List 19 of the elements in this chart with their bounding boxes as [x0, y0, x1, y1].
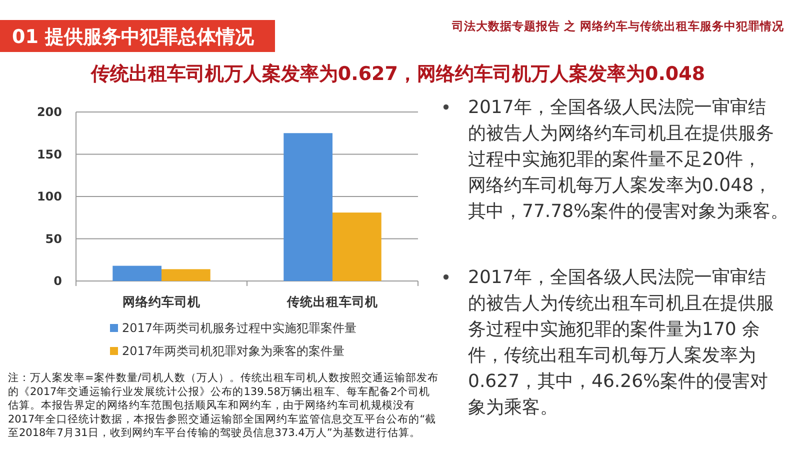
chart-title: 传统出租车司机万人案发率为0.627，网络约车司机万人案发率为0.048 [90, 63, 706, 85]
legend-label: 2017年两类司机服务过程中实施犯罪案件量 [122, 321, 357, 336]
y-tick-label: 150 [36, 147, 62, 162]
bar [332, 212, 382, 281]
y-tick-label: 100 [36, 190, 62, 204]
x-tick-label: 网络约车司机 [122, 294, 200, 309]
text: 01 提供服务中犯罪总体情况 [12, 26, 256, 48]
y-tick-label: 50 [45, 232, 62, 246]
text: 2017年，全国各级人民法院一审审结的被告人为网络约车司机且在提供服务过程中实施犯罪的案件量不足20件，网络约车司机每万人案发率为0.048，其中，77.78%案件的侵害对象为乘客。 [468, 97, 789, 222]
bar [162, 269, 210, 281]
text: 注：万人案发率=案件数量/司机人数（万人）。传统出租车司机人数按照交通运输部发布的《2017年交通运输行业发展统计公报》公布的139.58万辆出租车、每车配备2个司机估算。本报告界定的网络约车范围包括顺风车和网约车，由于网络约车司机规模没有2017年全口径统计数据，本报告参照交通运输部全国网约车监管信息交互平台公布的“截至2018年7月31日，收到网约车平台传输的驾驶员信息373.4万人”为基数进行估算。 [8, 371, 438, 440]
text: 司法大数据专题报告 之 网络约车与传统出租车服务中犯罪情况 [450, 19, 785, 33]
y-tick-label: 0 [54, 274, 62, 288]
legend-label: 2017年两类司机犯罪对象为乘客的案件量 [122, 344, 345, 358]
text: 2017年，全国各级人民法院一审审结的被告人为传统出租车司机且在提供服务过程中实施犯罪的案件量为170 余件，传统出租车司机每万人案发率为0.627，其中，46.26%案件的侵害对象为乘客。 [468, 267, 774, 418]
bar [284, 133, 332, 281]
y-tick-label: 200 [36, 105, 62, 120]
bar [112, 266, 162, 281]
x-tick-label: 传统出租车司机 [286, 294, 378, 309]
